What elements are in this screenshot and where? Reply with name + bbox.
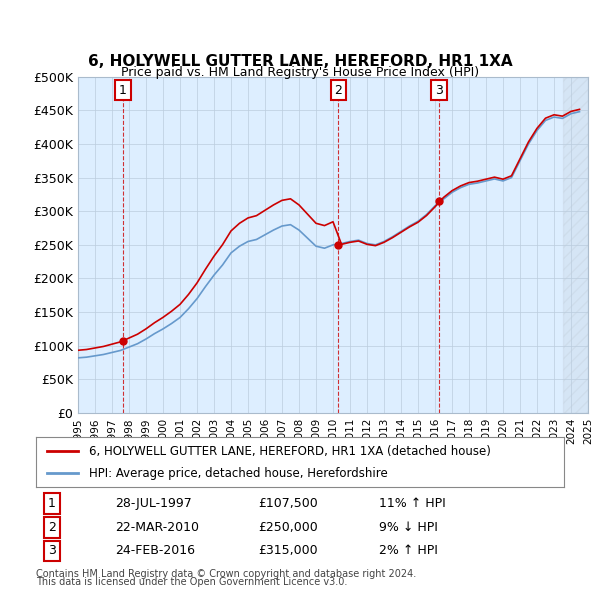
- Text: This data is licensed under the Open Government Licence v3.0.: This data is licensed under the Open Gov…: [36, 577, 347, 587]
- Text: £250,000: £250,000: [258, 521, 317, 534]
- Text: 1: 1: [119, 84, 127, 97]
- Text: 2: 2: [334, 84, 342, 97]
- Text: 11% ↑ HPI: 11% ↑ HPI: [379, 497, 446, 510]
- Text: 28-JUL-1997: 28-JUL-1997: [115, 497, 192, 510]
- Text: 1: 1: [48, 497, 56, 510]
- Text: 2% ↑ HPI: 2% ↑ HPI: [379, 545, 438, 558]
- Text: £315,000: £315,000: [258, 545, 317, 558]
- Text: Price paid vs. HM Land Registry's House Price Index (HPI): Price paid vs. HM Land Registry's House …: [121, 66, 479, 79]
- Text: £107,500: £107,500: [258, 497, 317, 510]
- Text: 3: 3: [435, 84, 443, 97]
- Text: 2: 2: [48, 521, 56, 534]
- Text: 9% ↓ HPI: 9% ↓ HPI: [379, 521, 438, 534]
- Text: 22-MAR-2010: 22-MAR-2010: [115, 521, 199, 534]
- Text: HPI: Average price, detached house, Herefordshire: HPI: Average price, detached house, Here…: [89, 467, 388, 480]
- Text: 6, HOLYWELL GUTTER LANE, HEREFORD, HR1 1XA (detached house): 6, HOLYWELL GUTTER LANE, HEREFORD, HR1 1…: [89, 445, 491, 458]
- Text: Contains HM Land Registry data © Crown copyright and database right 2024.: Contains HM Land Registry data © Crown c…: [36, 569, 416, 579]
- Text: 24-FEB-2016: 24-FEB-2016: [115, 545, 195, 558]
- Text: 3: 3: [48, 545, 56, 558]
- Text: 6, HOLYWELL GUTTER LANE, HEREFORD, HR1 1XA: 6, HOLYWELL GUTTER LANE, HEREFORD, HR1 1…: [88, 54, 512, 70]
